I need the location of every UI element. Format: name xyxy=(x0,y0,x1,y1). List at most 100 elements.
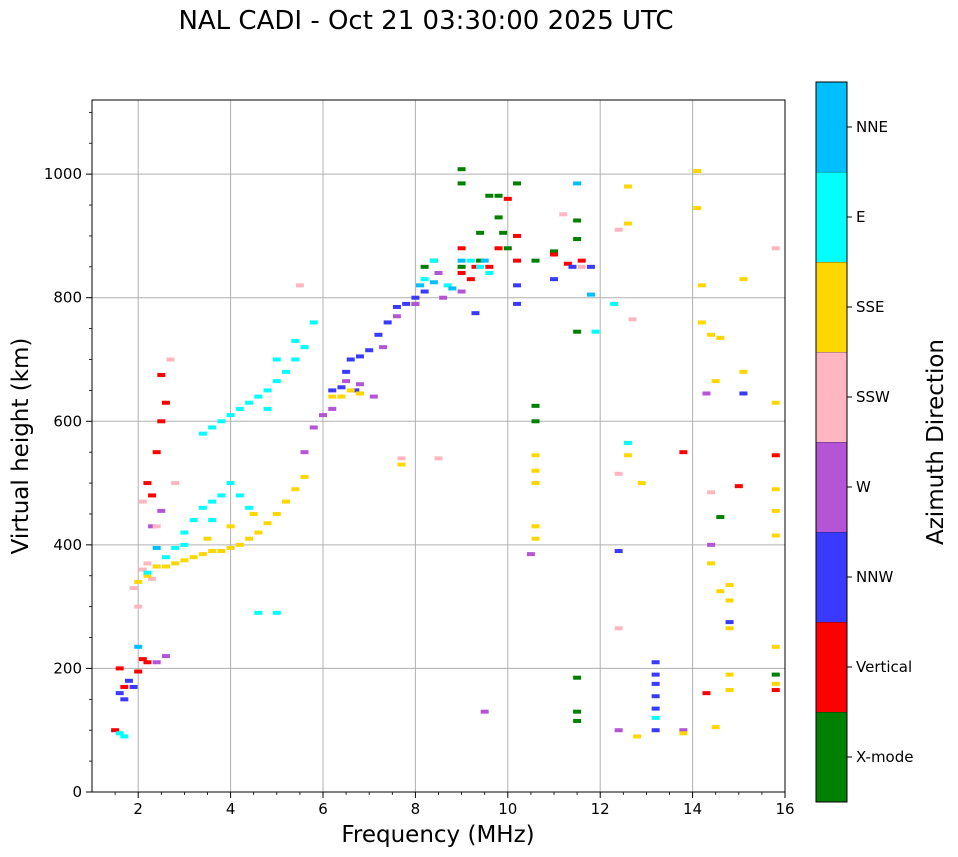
data-point xyxy=(771,672,780,677)
x-tick-label: 4 xyxy=(226,800,236,818)
data-point xyxy=(411,301,420,306)
data-point xyxy=(120,734,129,739)
data-point xyxy=(148,493,157,498)
data-point xyxy=(577,264,586,269)
data-point xyxy=(494,193,503,198)
data-point xyxy=(245,536,254,541)
x-tick-label: 10 xyxy=(498,800,517,818)
y-tick-label: 0 xyxy=(72,783,82,801)
series-vertical xyxy=(111,196,780,733)
data-point xyxy=(633,734,642,739)
data-point xyxy=(208,499,217,504)
data-point xyxy=(254,530,263,535)
data-point xyxy=(203,536,212,541)
y-tick-label: 1000 xyxy=(44,165,82,183)
data-point xyxy=(485,193,494,198)
data-point xyxy=(531,524,540,529)
data-point xyxy=(614,549,623,554)
series-ssw xyxy=(129,212,780,631)
data-point xyxy=(499,230,508,235)
data-point xyxy=(623,453,632,458)
data-point xyxy=(693,206,702,211)
data-point xyxy=(716,589,725,594)
data-point xyxy=(217,419,226,424)
data-point xyxy=(771,453,780,458)
data-point xyxy=(208,549,217,554)
data-point xyxy=(476,258,485,263)
data-point xyxy=(355,391,364,396)
data-point xyxy=(707,542,716,547)
data-point xyxy=(397,456,406,461)
x-tick-label: 12 xyxy=(591,800,610,818)
data-point xyxy=(171,545,180,550)
data-point xyxy=(291,487,300,492)
data-point xyxy=(531,453,540,458)
data-point xyxy=(420,277,429,282)
data-point xyxy=(531,403,540,408)
data-point xyxy=(235,542,244,547)
data-point xyxy=(143,481,152,486)
data-point xyxy=(337,394,346,399)
colorbar-tick-label: NNW xyxy=(856,568,893,586)
data-point xyxy=(693,169,702,174)
data-point xyxy=(143,660,152,665)
data-point xyxy=(573,237,582,242)
series-nne xyxy=(134,181,595,649)
data-point xyxy=(725,620,734,625)
data-point xyxy=(725,672,734,677)
data-point xyxy=(771,246,780,251)
data-point xyxy=(651,728,660,733)
data-point xyxy=(651,694,660,699)
data-point xyxy=(235,406,244,411)
data-point xyxy=(383,320,392,325)
data-point xyxy=(679,731,688,736)
data-point xyxy=(573,181,582,186)
colorbar-tick-label: X-mode xyxy=(856,748,913,766)
data-point xyxy=(725,583,734,588)
data-point xyxy=(129,586,138,591)
data-point xyxy=(138,657,147,662)
data-point xyxy=(171,481,180,486)
data-point xyxy=(734,484,743,489)
data-point xyxy=(457,289,466,294)
data-point xyxy=(346,357,355,362)
data-point xyxy=(739,391,748,396)
x-tick-label: 14 xyxy=(683,800,702,818)
data-point xyxy=(411,295,420,300)
data-point xyxy=(379,345,388,350)
data-point xyxy=(651,681,660,686)
data-point xyxy=(513,301,522,306)
data-point xyxy=(651,672,660,677)
data-point xyxy=(448,286,457,291)
data-point xyxy=(245,505,254,510)
data-point xyxy=(263,406,272,411)
colorbar-segment xyxy=(816,262,847,352)
y-tick-label: 600 xyxy=(53,412,82,430)
data-point xyxy=(457,271,466,275)
colorbar-tick-label: SSW xyxy=(856,388,890,406)
data-point xyxy=(235,493,244,498)
data-point xyxy=(166,357,175,362)
data-point xyxy=(503,196,512,201)
data-point xyxy=(157,372,166,377)
data-point xyxy=(563,261,572,266)
data-point xyxy=(485,271,494,275)
data-point xyxy=(559,212,568,217)
data-point xyxy=(623,440,632,445)
data-point xyxy=(716,515,725,520)
data-marks xyxy=(111,167,780,739)
data-point xyxy=(725,626,734,631)
data-point xyxy=(115,691,124,696)
data-point xyxy=(614,728,623,733)
y-tick-label: 400 xyxy=(53,536,82,554)
data-point xyxy=(161,555,170,560)
data-point xyxy=(434,456,443,461)
data-point xyxy=(355,382,364,387)
data-point xyxy=(282,369,291,374)
data-point xyxy=(369,394,378,399)
data-point xyxy=(161,564,170,569)
data-point xyxy=(457,264,466,269)
data-point xyxy=(702,691,711,696)
data-point xyxy=(614,626,623,631)
data-point xyxy=(531,536,540,541)
